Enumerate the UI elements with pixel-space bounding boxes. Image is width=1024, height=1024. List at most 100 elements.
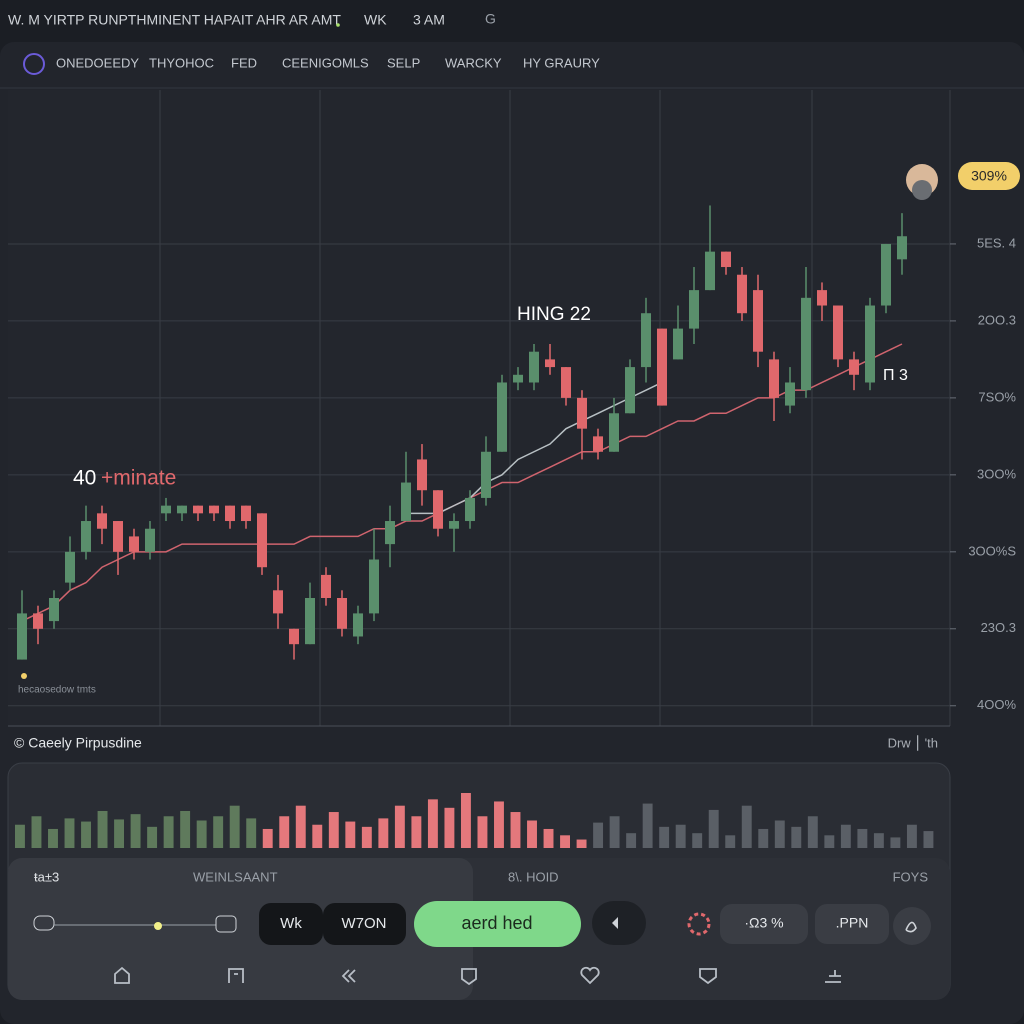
candle-body	[49, 598, 59, 622]
candle-body	[849, 359, 859, 375]
tab-bar: ONEDOEEDY THYOHOC FED CEENIGOMLS SELP WARCKY H…	[56, 55, 600, 70]
tab[interactable]: SELP	[387, 55, 420, 70]
badge-text: 309%	[971, 168, 1007, 184]
nav-shield[interactable]	[461, 968, 477, 986]
button[interactable]	[323, 903, 406, 945]
left-annotation-text: +minate	[101, 467, 176, 490]
value-box[interactable]	[720, 904, 808, 944]
volume-bar	[97, 810, 108, 848]
volume	[15, 793, 934, 848]
candle-body	[17, 613, 27, 660]
status-icon: G	[485, 11, 496, 27]
nav-back[interactable]	[341, 969, 356, 983]
volume-bar	[114, 819, 125, 848]
candle-body	[129, 536, 139, 552]
volume-bar	[180, 810, 191, 848]
volume-bar	[824, 835, 835, 848]
volume-bar	[873, 833, 884, 848]
candle-body	[97, 513, 107, 529]
candle-body	[817, 290, 827, 306]
candle-body	[513, 374, 523, 383]
tab[interactable]: CEENIGOMLS	[282, 55, 369, 70]
candle-body	[785, 382, 795, 406]
arrow-icon	[612, 917, 618, 929]
candle-body	[305, 598, 315, 645]
tab[interactable]: FED	[231, 55, 257, 70]
candle-body	[497, 382, 507, 452]
volume-bar	[213, 816, 224, 848]
status-dot	[336, 23, 340, 27]
volume-bar	[147, 826, 158, 848]
volume-bar	[229, 805, 240, 848]
candle-body	[593, 436, 603, 452]
candle-body	[385, 521, 395, 545]
volume-bar	[725, 835, 736, 848]
volume-bar	[626, 833, 637, 848]
peak-annotation: HING 22	[517, 304, 591, 325]
candle-body	[865, 305, 875, 383]
volume-bar	[791, 826, 802, 848]
panel-right: Drw ⎮ 'th	[888, 734, 938, 751]
candle-body	[801, 297, 811, 391]
nav-badge[interactable]	[699, 968, 717, 985]
candle-body	[289, 628, 299, 645]
control-center-label: WEINLSAANT	[193, 869, 278, 884]
volume-bar	[312, 824, 323, 848]
candle-body	[241, 505, 251, 522]
button-label: W7ON	[342, 915, 387, 932]
y-tick-label: 5ES. 4	[977, 235, 1016, 250]
candle-body	[273, 590, 283, 614]
button[interactable]	[259, 903, 323, 945]
control-card	[8, 858, 473, 1000]
volume-bar	[460, 793, 471, 848]
tab[interactable]: THYOHOC	[149, 55, 214, 70]
round-button[interactable]	[893, 907, 931, 945]
pill[interactable]	[815, 904, 889, 944]
tab[interactable]: HY GRAURY	[523, 55, 600, 70]
volume-bar	[361, 826, 372, 848]
candle-body	[881, 243, 891, 306]
tab[interactable]: WARCKY	[445, 55, 502, 70]
volume-bar	[840, 824, 851, 848]
candle-body	[113, 521, 123, 552]
volume-bar	[741, 805, 752, 848]
volume-bar	[196, 820, 207, 848]
grid: 5ES. 4 2OO.3 7SO% 3OO% 3OO%S 23O.3 4OO%	[8, 90, 1016, 727]
nav-menu[interactable]	[825, 970, 841, 983]
control-right-label: FOYS	[893, 869, 929, 884]
candle-body	[417, 459, 427, 491]
candle-body	[353, 613, 363, 637]
candle-body	[209, 505, 219, 514]
slider-icon	[33, 915, 55, 931]
volume-bar	[593, 822, 604, 848]
primary-button-label: aerd hed	[461, 913, 532, 933]
candle-body	[561, 367, 571, 398]
volume-bar	[328, 812, 339, 848]
y-tick-label: 3OO%	[977, 466, 1016, 481]
candle-body	[193, 505, 203, 514]
nav-chart[interactable]	[228, 968, 244, 983]
volume-bar	[510, 812, 521, 848]
candle-body	[609, 413, 619, 452]
y-tick-label: 3OO%S	[968, 543, 1016, 558]
pill-text: .PPN	[836, 915, 869, 931]
volume-bar	[295, 805, 306, 848]
candle-body	[481, 451, 491, 498]
volume-bar	[48, 828, 58, 848]
primary-button[interactable]	[414, 901, 581, 947]
volume-bar	[609, 816, 620, 848]
volume-bar	[758, 828, 769, 848]
candle-body	[833, 305, 843, 360]
slider-thumb[interactable]	[154, 922, 162, 930]
nav-heart[interactable]	[580, 966, 600, 985]
volume-bar	[659, 826, 670, 848]
nav-home[interactable]	[114, 966, 130, 984]
legend-icon	[21, 673, 27, 679]
candle-body	[897, 236, 907, 260]
volume-bar	[675, 824, 686, 848]
arrow-button[interactable]	[592, 901, 646, 945]
candle-body	[145, 528, 155, 552]
tab[interactable]: ONEDOEEDY	[56, 55, 139, 70]
candle-body	[369, 559, 379, 614]
